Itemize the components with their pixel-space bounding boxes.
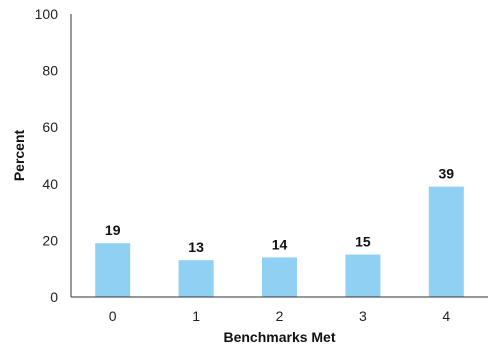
data-label-0: 19 (105, 222, 121, 238)
x-tick-label: 4 (442, 308, 450, 324)
data-label-1: 13 (188, 239, 204, 255)
data-label-2: 14 (272, 236, 288, 252)
y-tick-label: 60 (42, 119, 58, 135)
y-tick-label: 40 (42, 176, 58, 192)
x-tick-label: 2 (276, 308, 284, 324)
data-labels-group: 19 13 14 15 39 (105, 166, 454, 256)
y-axis-ticks: 0 20 40 60 80 100 (35, 6, 59, 305)
x-tick-label: 1 (192, 308, 200, 324)
bar-2 (262, 257, 297, 297)
y-tick-label: 80 (42, 63, 58, 79)
bar-3 (345, 254, 381, 297)
bars-group (95, 186, 464, 297)
bar-1 (178, 260, 214, 297)
data-label-4: 39 (439, 166, 455, 182)
x-tick-label: 0 (109, 308, 117, 324)
data-label-3: 15 (355, 234, 371, 250)
y-tick-label: 20 (42, 232, 58, 248)
x-axis-title: Benchmarks Met (223, 329, 335, 345)
bar-4 (428, 186, 464, 297)
x-tick-label: 3 (359, 308, 367, 324)
y-tick-label: 0 (50, 289, 58, 305)
bar-0 (95, 243, 131, 297)
x-axis-ticks: 0 1 2 3 4 (109, 308, 451, 324)
y-tick-label: 100 (35, 6, 59, 22)
y-axis-title: Percent (11, 129, 27, 181)
